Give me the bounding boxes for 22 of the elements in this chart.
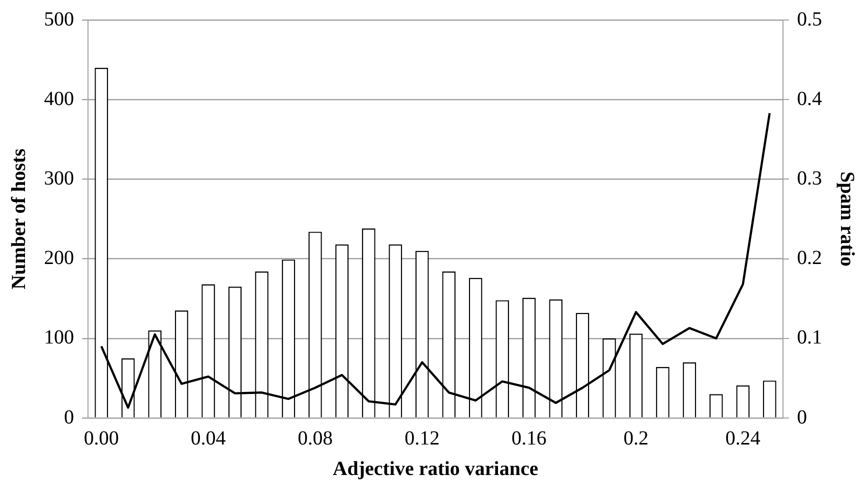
x-tick-label: 0.08	[298, 427, 333, 450]
y2-tick-label: 0.4	[797, 88, 822, 110]
x-tick-label: 0.04	[190, 427, 226, 450]
y2-tick-label: 0.1	[797, 326, 822, 349]
y-axis-title: Number of hosts	[8, 148, 30, 290]
x-tick-label: 0.00	[84, 427, 119, 450]
y-tick-label: 0	[64, 406, 74, 428]
y2-tick-label: 0.2	[797, 247, 822, 270]
y2-tick-label: 0.3	[797, 167, 822, 190]
x-tick-label: 0.2	[623, 427, 648, 450]
y-tick-label: 100	[44, 326, 74, 349]
y2-axis-title: Spam ratio	[836, 172, 858, 266]
y2-tick-label: 0	[797, 406, 807, 428]
y-tick-label: 500	[44, 8, 74, 30]
x-tick-label: 0.16	[512, 427, 547, 450]
y-tick-label: 300	[44, 167, 74, 190]
y-tick-label: 200	[44, 247, 74, 270]
x-axis-title: Adjective ratio variance	[332, 458, 538, 480]
x-tick-label: 0.24	[725, 427, 760, 450]
y2-tick-label: 0.5	[797, 8, 822, 30]
y-tick-label: 400	[44, 88, 74, 110]
x-tick-label: 0.12	[404, 427, 440, 450]
